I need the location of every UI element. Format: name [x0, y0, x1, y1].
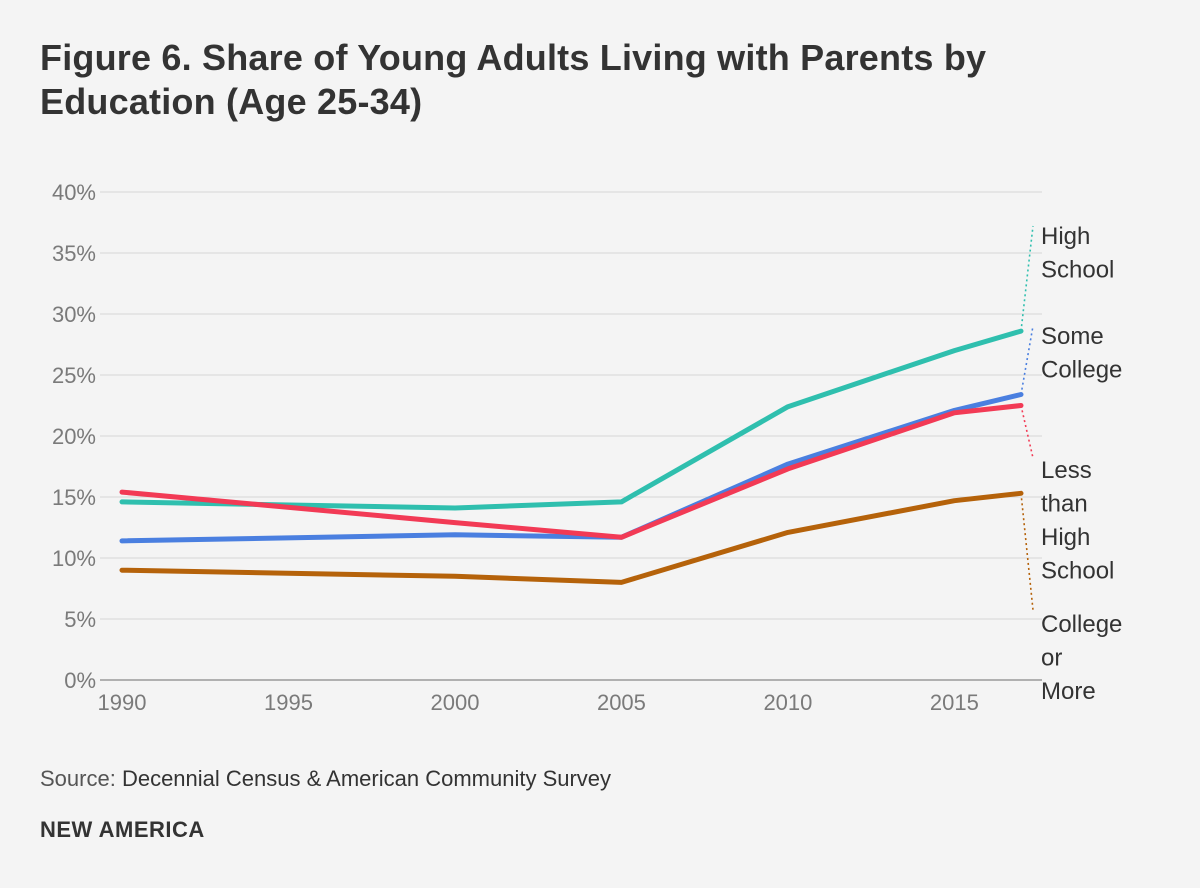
series-label: School	[1041, 257, 1114, 284]
x-tick-label: 2005	[597, 690, 646, 715]
series-line-less-than-high-school	[119, 403, 1024, 540]
series-label: College	[1041, 611, 1122, 638]
x-tick-label: 1995	[264, 690, 313, 715]
label-leader-line	[1020, 405, 1034, 459]
series-label: or	[1041, 645, 1062, 672]
source-prefix: Source:	[40, 766, 116, 791]
x-tick-label: 1990	[98, 690, 147, 715]
series-label: School	[1041, 558, 1114, 585]
x-axis: 1990 1995 2000 2005 2010 2015	[98, 690, 979, 715]
label-leader-line	[1020, 225, 1034, 332]
series-label: than	[1041, 491, 1088, 518]
y-tick-label: 35%	[52, 241, 96, 266]
series-line-some-college	[119, 392, 1024, 544]
series-line-high-school	[119, 328, 1024, 511]
y-tick-label: 15%	[52, 485, 96, 510]
series-label: College	[1041, 357, 1122, 384]
series-label: Less	[1041, 457, 1092, 484]
label-leader-line	[1020, 493, 1034, 611]
series-lines	[119, 328, 1024, 585]
x-tick-label: 2010	[763, 690, 812, 715]
x-tick-label: 2000	[430, 690, 479, 715]
y-tick-label: 25%	[52, 363, 96, 388]
series-label: High	[1041, 223, 1090, 250]
series-label: Some	[1041, 323, 1104, 350]
label-leader-line	[1020, 325, 1034, 395]
y-tick-label: 5%	[64, 607, 96, 632]
source-text: Decennial Census & American Community Su…	[121, 766, 612, 791]
series-label: More	[1041, 678, 1096, 705]
x-tick-label: 2015	[930, 690, 979, 715]
y-tick-label: 30%	[52, 302, 96, 327]
brand-logo-text: NEW AMERICA	[40, 817, 205, 842]
grid-lines	[100, 191, 1042, 681]
y-tick-label: 0%	[64, 668, 96, 693]
y-tick-label: 20%	[52, 424, 96, 449]
y-tick-label: 40%	[52, 180, 96, 205]
y-tick-label: 10%	[52, 546, 96, 571]
source-note: Source: Decennial Census & American Comm…	[40, 766, 611, 792]
y-axis: 0% 5% 10% 15% 20% 25% 30% 35% 40%	[52, 180, 96, 693]
series-labels: High School Some College Less than High School C…	[1020, 223, 1122, 705]
chart-title: Figure 6. Share of Young Adults Living w…	[40, 37, 987, 122]
series-label: High	[1041, 524, 1090, 551]
series-line-college-or-more	[119, 490, 1024, 585]
